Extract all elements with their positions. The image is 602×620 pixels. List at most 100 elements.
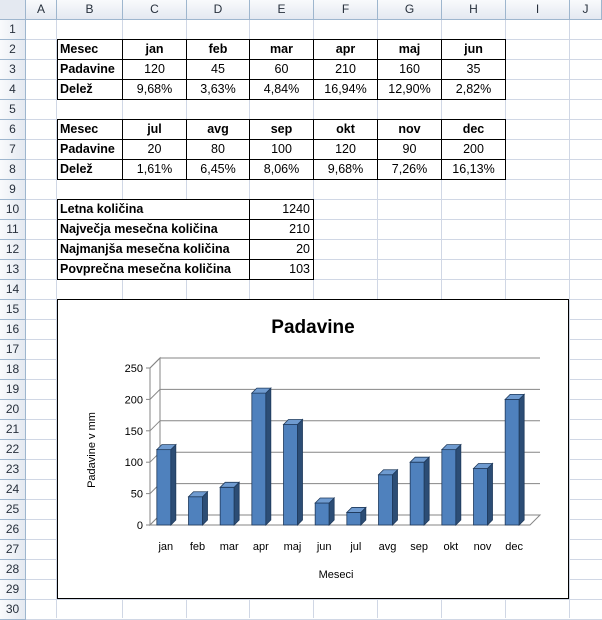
table2-rainfall-value[interactable]: 200 bbox=[441, 139, 506, 160]
select-all-corner[interactable] bbox=[0, 0, 26, 20]
table2-rainfall-value[interactable]: 100 bbox=[249, 139, 314, 160]
bar-side-feb bbox=[202, 490, 208, 526]
row-header-22[interactable]: 22 bbox=[0, 440, 26, 460]
row-header-17[interactable]: 17 bbox=[0, 340, 26, 360]
row-header-7[interactable]: 7 bbox=[0, 140, 26, 160]
table2-share-value[interactable]: 9,68% bbox=[313, 159, 378, 180]
row-header-1[interactable]: 1 bbox=[0, 20, 26, 40]
table2-rainfall-value[interactable]: 90 bbox=[377, 139, 442, 160]
table1-month-header[interactable]: jun bbox=[441, 39, 506, 60]
column-header-h[interactable]: H bbox=[442, 0, 506, 20]
column-header-c[interactable]: C bbox=[123, 0, 187, 20]
table2-share-value[interactable]: 8,06% bbox=[249, 159, 314, 180]
table1-rainfall-value[interactable]: 120 bbox=[122, 59, 187, 80]
table1-rainfall-value[interactable]: 60 bbox=[249, 59, 314, 80]
table2-share-value[interactable]: 1,61% bbox=[122, 159, 187, 180]
x-tick-label-okt: okt bbox=[443, 541, 458, 553]
table1-share-value[interactable]: 2,82% bbox=[441, 79, 506, 100]
table1-shares-label[interactable]: Delež bbox=[57, 79, 123, 100]
table2-month-header[interactable]: dec bbox=[441, 119, 506, 140]
table2-rainfall-value[interactable]: 80 bbox=[186, 139, 250, 160]
table1-month-header[interactable]: mar bbox=[249, 39, 314, 60]
row-header-11[interactable]: 11 bbox=[0, 220, 26, 240]
table1-share-value[interactable]: 9,68% bbox=[122, 79, 187, 100]
rainfall-chart[interactable]: 0 50 100 150 200 250 jan feb mar apr maj jun jul avg s… bbox=[57, 299, 569, 599]
row-header-6[interactable]: 6 bbox=[0, 120, 26, 140]
x-tick-label-avg: avg bbox=[379, 541, 397, 553]
column-header-j[interactable]: J bbox=[570, 0, 602, 20]
row-header-3[interactable]: 3 bbox=[0, 60, 26, 80]
row-header-14[interactable]: 14 bbox=[0, 280, 26, 300]
row-header-26[interactable]: 26 bbox=[0, 520, 26, 540]
table1-rainfall-value[interactable]: 45 bbox=[186, 59, 250, 80]
table2-rainfall-value[interactable]: 20 bbox=[122, 139, 187, 160]
summary-label-annual[interactable]: Letna količina bbox=[57, 199, 250, 220]
table1-header-label[interactable]: Mesec bbox=[57, 39, 123, 60]
bar-apr bbox=[251, 392, 267, 526]
column-header-e[interactable]: E bbox=[250, 0, 314, 20]
row-header-13[interactable]: 13 bbox=[0, 260, 26, 280]
table1-values-label[interactable]: Padavine bbox=[57, 59, 123, 80]
summary-value-annual[interactable]: 1240 bbox=[249, 199, 314, 220]
gridline-depth bbox=[149, 420, 161, 432]
table1-share-value[interactable]: 16,94% bbox=[313, 79, 378, 100]
row-header-16[interactable]: 16 bbox=[0, 320, 26, 340]
table2-rainfall-value[interactable]: 120 bbox=[313, 139, 378, 160]
column-header-a[interactable]: A bbox=[26, 0, 57, 20]
column-header-f[interactable]: F bbox=[314, 0, 378, 20]
row-header-5[interactable]: 5 bbox=[0, 100, 26, 120]
chart-title: Padavine bbox=[271, 317, 354, 338]
summary-value-min[interactable]: 20 bbox=[249, 239, 314, 260]
table1-share-value[interactable]: 4,84% bbox=[249, 79, 314, 100]
row-header-9[interactable]: 9 bbox=[0, 180, 26, 200]
row-header-20[interactable]: 20 bbox=[0, 400, 26, 420]
table1-share-value[interactable]: 3,63% bbox=[186, 79, 250, 100]
table1-month-header[interactable]: maj bbox=[377, 39, 442, 60]
table2-shares-label[interactable]: Delež bbox=[57, 159, 123, 180]
row-header-28[interactable]: 28 bbox=[0, 560, 26, 580]
row-header-10[interactable]: 10 bbox=[0, 200, 26, 220]
row-header-19[interactable]: 19 bbox=[0, 380, 26, 400]
table1-rainfall-value[interactable]: 160 bbox=[377, 59, 442, 80]
column-header-b[interactable]: B bbox=[57, 0, 123, 20]
row-header-4[interactable]: 4 bbox=[0, 80, 26, 100]
y-tick-label: 0 bbox=[137, 520, 143, 532]
table2-month-header[interactable]: nov bbox=[377, 119, 442, 140]
row-header-27[interactable]: 27 bbox=[0, 540, 26, 560]
table2-month-header[interactable]: okt bbox=[313, 119, 378, 140]
column-header-i[interactable]: I bbox=[506, 0, 570, 20]
table2-month-header[interactable]: sep bbox=[249, 119, 314, 140]
table2-share-value[interactable]: 16,13% bbox=[441, 159, 506, 180]
summary-label-max[interactable]: Največja mesečna količina bbox=[57, 219, 250, 240]
row-header-29[interactable]: 29 bbox=[0, 580, 26, 600]
bar-side-okt bbox=[455, 443, 462, 526]
row-header-21[interactable]: 21 bbox=[0, 420, 26, 440]
table1-month-header[interactable]: feb bbox=[186, 39, 250, 60]
table1-rainfall-value[interactable]: 35 bbox=[441, 59, 506, 80]
summary-label-average[interactable]: Povprečna mesečna količina bbox=[57, 259, 250, 280]
summary-value-average[interactable]: 103 bbox=[249, 259, 314, 280]
row-header-23[interactable]: 23 bbox=[0, 460, 26, 480]
row-header-24[interactable]: 24 bbox=[0, 480, 26, 500]
column-header-d[interactable]: D bbox=[187, 0, 250, 20]
row-header-15[interactable]: 15 bbox=[0, 300, 26, 320]
table2-header-label[interactable]: Mesec bbox=[57, 119, 123, 140]
table1-month-header[interactable]: apr bbox=[313, 39, 378, 60]
row-header-8[interactable]: 8 bbox=[0, 160, 26, 180]
row-header-12[interactable]: 12 bbox=[0, 240, 26, 260]
table2-month-header[interactable]: avg bbox=[186, 119, 250, 140]
summary-value-max[interactable]: 210 bbox=[249, 219, 314, 240]
table1-rainfall-value[interactable]: 210 bbox=[313, 59, 378, 80]
row-header-18[interactable]: 18 bbox=[0, 360, 26, 380]
table1-share-value[interactable]: 12,90% bbox=[377, 79, 442, 100]
row-header-2[interactable]: 2 bbox=[0, 40, 26, 60]
row-header-25[interactable]: 25 bbox=[0, 500, 26, 520]
table1-month-header[interactable]: jan bbox=[122, 39, 187, 60]
summary-label-min[interactable]: Najmanjša mesečna količina bbox=[57, 239, 250, 260]
table2-values-label[interactable]: Padavine bbox=[57, 139, 123, 160]
column-header-g[interactable]: G bbox=[378, 0, 442, 20]
table2-month-header[interactable]: jul bbox=[122, 119, 187, 140]
row-header-30[interactable]: 30 bbox=[0, 600, 26, 620]
table2-share-value[interactable]: 6,45% bbox=[186, 159, 250, 180]
table2-share-value[interactable]: 7,26% bbox=[377, 159, 442, 180]
